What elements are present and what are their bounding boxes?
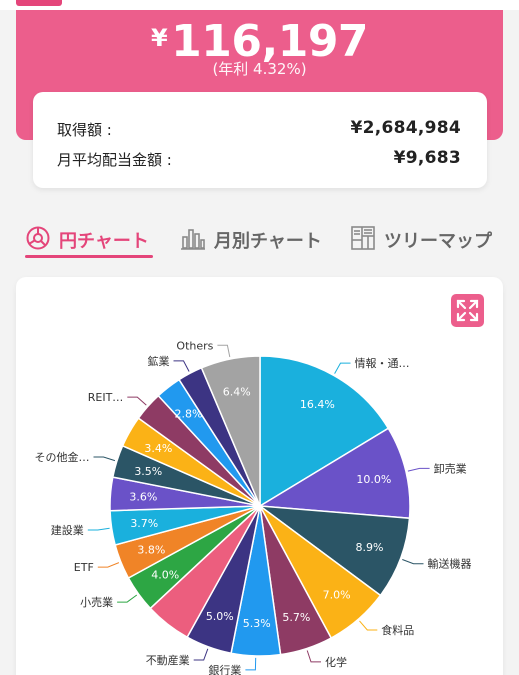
pie-icon xyxy=(26,226,50,250)
pie-label-leader xyxy=(245,657,257,671)
annual-yield: (年利 4.32%) xyxy=(212,60,307,78)
total-dividend-amount: 116,197 xyxy=(171,16,369,67)
pie-slice-percent: 3.4% xyxy=(144,442,172,455)
pie-slice-percent: 3.6% xyxy=(129,491,157,504)
pie-slice-percent: 5.7% xyxy=(282,611,310,624)
pie-label-leader xyxy=(407,467,430,472)
tab-monthly-chart[interactable]: 月別チャート xyxy=(180,215,330,260)
expand-icon xyxy=(456,299,479,322)
acquisition-value: ¥2,684,984 xyxy=(350,118,461,138)
pie-slice[interactable] xyxy=(259,355,390,508)
monthly-average-value: ¥9,683 xyxy=(393,148,461,168)
portfolio-detail-card: 取得額 : ¥2,684,984 月平均配当金額 : ¥9,683 xyxy=(33,92,487,188)
bar-chart-icon xyxy=(181,229,205,250)
pie-slice-label: 食料品 xyxy=(381,623,414,637)
currency-symbol: ¥ xyxy=(150,24,168,52)
pie-label-leader xyxy=(97,562,120,568)
tab-monthly-chart-label: 月別チャート xyxy=(214,231,322,252)
pie-slice-label: 化学 xyxy=(325,655,347,669)
pie-label-leader xyxy=(193,648,209,661)
chart-tabs: 円チャート 月別チャート ツリーマップ xyxy=(0,215,519,260)
pie-slice-percent: 5.3% xyxy=(243,617,271,630)
pie-label-leader xyxy=(87,527,110,531)
pie-slice-label: 卸売業 xyxy=(434,461,467,475)
tab-pie-chart[interactable]: 円チャート xyxy=(25,215,153,260)
pie-slice[interactable] xyxy=(257,427,411,519)
monthly-average-label: 月平均配当金額 : xyxy=(57,151,172,169)
pie-slice-percent: 16.4% xyxy=(300,398,335,411)
pie-slice-label: Others xyxy=(176,339,213,352)
pie-slice-percent: 3.8% xyxy=(137,544,165,557)
pie-slice-label: 輸送機器 xyxy=(428,557,472,571)
tab-pie-chart-label: 円チャート xyxy=(59,231,149,252)
pie-slice[interactable] xyxy=(257,505,411,597)
pie-label-leader xyxy=(217,344,231,358)
pie-slice-label: REIT… xyxy=(88,391,124,404)
pie-label-leader xyxy=(402,559,424,565)
pie-slice-percent: 7.0% xyxy=(323,589,351,602)
pie-label-leader xyxy=(117,594,138,603)
tab-treemap-label: ツリーマップ xyxy=(384,231,492,252)
expand-button[interactable] xyxy=(451,294,484,327)
active-tab-indicator xyxy=(25,255,153,258)
pie-slice-label: 鉱業 xyxy=(148,354,170,368)
pie-slice-label: 不動産業 xyxy=(146,653,190,667)
pie-slice[interactable] xyxy=(200,355,261,507)
pie-label-leader xyxy=(127,396,147,406)
pie-slice-label: ETF xyxy=(74,561,94,574)
pie-slice-percent: 3.5% xyxy=(134,465,162,478)
pie-label-leader xyxy=(359,620,378,631)
pie-slice-label: 情報・通… xyxy=(355,357,410,370)
pie-label-leader xyxy=(173,360,190,372)
treemap-icon xyxy=(351,226,375,250)
tab-treemap[interactable]: ツリーマップ xyxy=(350,215,500,260)
pie-slice-label: 小売業 xyxy=(80,596,113,609)
pie-label-leader xyxy=(306,650,321,663)
header-notch xyxy=(16,0,62,6)
pie-slice-percent: 10.0% xyxy=(356,473,391,486)
pie-slice-percent: 3.7% xyxy=(130,517,158,530)
pie-slice-percent: 2.8% xyxy=(175,407,203,420)
pie-slice-label: 建設業 xyxy=(51,523,84,537)
acquisition-label: 取得額 : xyxy=(57,121,112,139)
total-dividend: ¥116,197 xyxy=(16,16,503,67)
pie-slice-label: その他金… xyxy=(35,450,90,464)
pie-label-leader xyxy=(334,362,351,374)
acquisition-row: 取得額 : ¥2,684,984 xyxy=(57,118,461,141)
top-strip xyxy=(0,0,519,10)
monthly-average-row: 月平均配当金額 : ¥9,683 xyxy=(57,148,461,171)
pie-label-leader xyxy=(93,456,116,462)
pie-slice-percent: 8.9% xyxy=(356,541,384,554)
pie-slice-percent: 6.4% xyxy=(223,385,251,398)
pie-slice-percent: 4.0% xyxy=(151,569,179,582)
pie-slice-label: 銀行業 xyxy=(208,663,241,675)
pie-slice-percent: 5.0% xyxy=(206,610,234,623)
